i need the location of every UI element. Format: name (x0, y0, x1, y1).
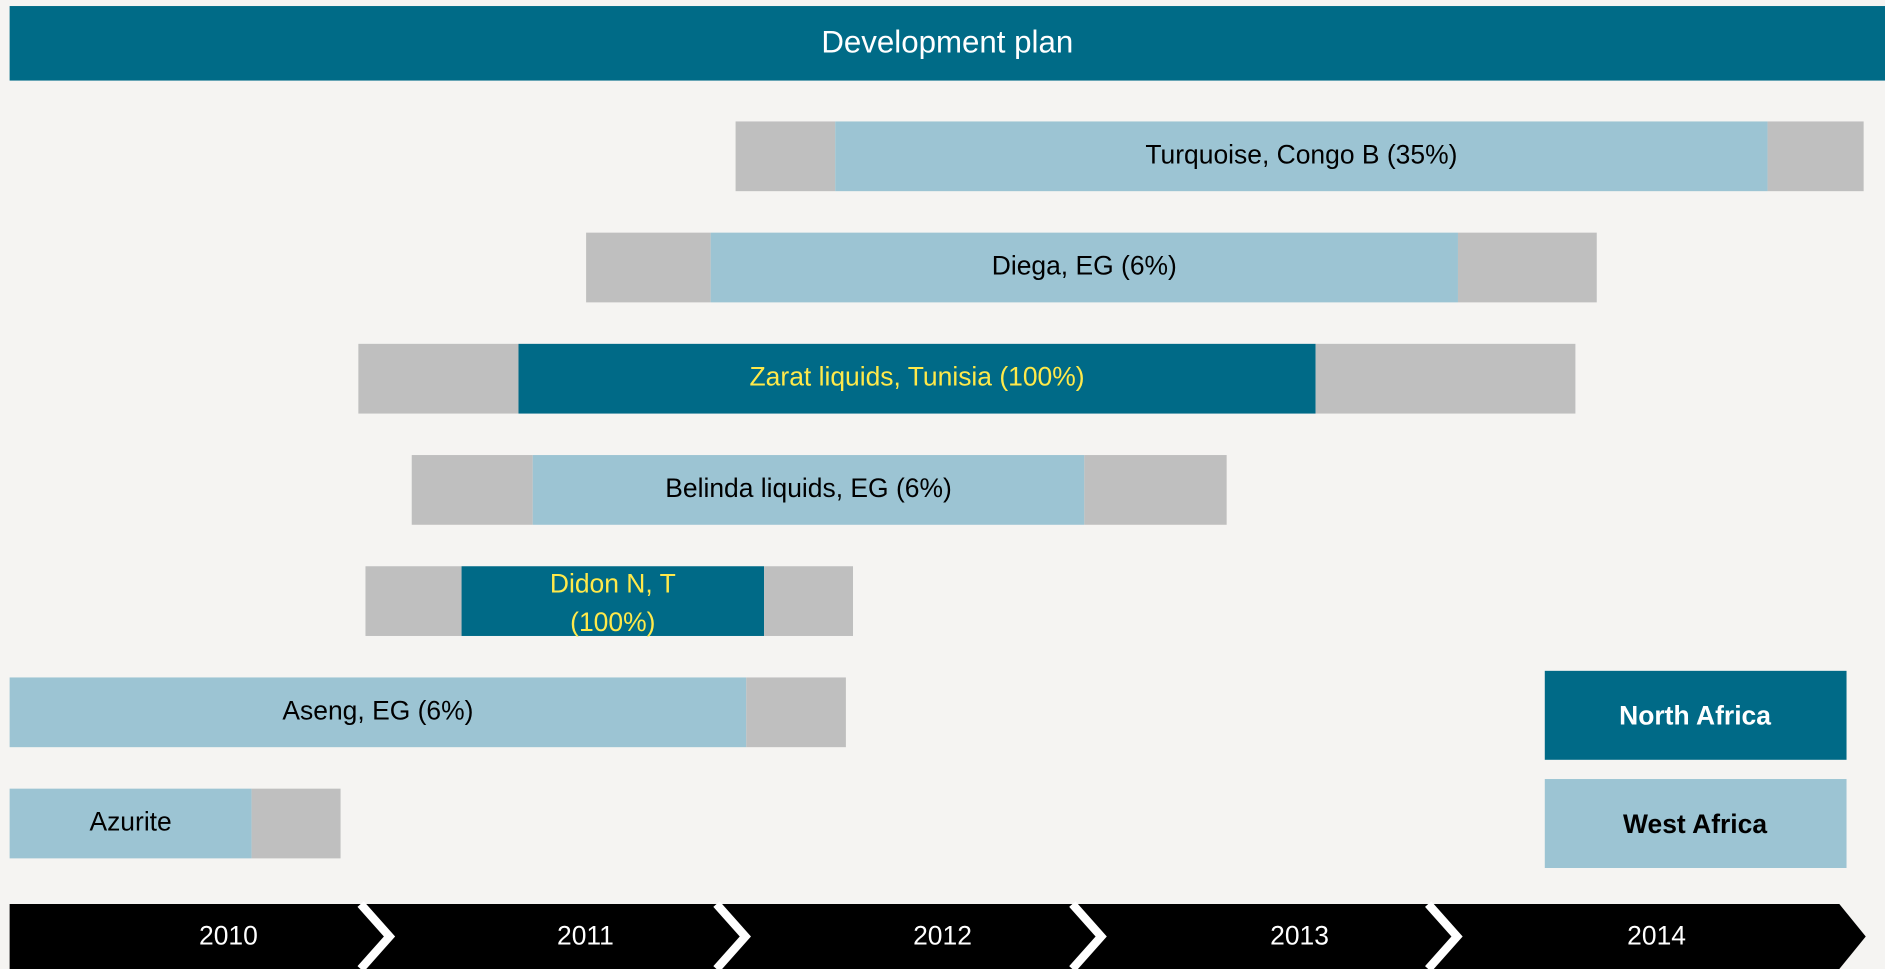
task-label: Zarat liquids, Tunisia (100%) (750, 362, 1085, 392)
task-bar (710, 232, 1458, 303)
task-bar (518, 343, 1316, 414)
task-label: Aseng, EG (6%) (282, 695, 473, 725)
task-bar (9, 788, 252, 859)
legend-label: North Africa (1619, 701, 1771, 731)
lead-time (586, 232, 711, 303)
chevron-separator (357, 901, 396, 969)
x-tick-label: 2012 (913, 921, 972, 951)
task-bar (532, 455, 1085, 525)
task-label: Didon N, T (100%) (550, 568, 676, 636)
tail-time (1457, 232, 1597, 303)
lead-time (358, 343, 519, 414)
task-label: Belinda liquids, EG (6%) (665, 473, 952, 503)
x-tick-label: 2014 (1627, 921, 1686, 951)
task-bar (9, 677, 747, 748)
tail-time (1767, 121, 1864, 192)
lead-time (411, 455, 533, 525)
title-bar (9, 6, 1885, 81)
x-tick-label: 2013 (1270, 921, 1329, 951)
task-bar (461, 566, 765, 636)
legend-swatch (1544, 779, 1847, 868)
tail-time (764, 566, 854, 636)
task-label: Azurite (89, 806, 171, 836)
tail-time (746, 677, 846, 748)
chevron-separator (1069, 901, 1107, 969)
task-label: Turquoise, Congo B (35%) (1145, 139, 1457, 169)
task-bar (835, 121, 1768, 192)
lead-time (735, 121, 836, 192)
tail-time (1315, 343, 1576, 414)
x-tick-label: 2010 (199, 921, 258, 951)
timeline-band (9, 904, 1866, 969)
chevron-separator (1425, 901, 1463, 969)
chevron-separator (713, 901, 751, 969)
task-label: Diega, EG (6%) (992, 250, 1177, 280)
legend-label: West Africa (1623, 809, 1767, 839)
x-tick-label: 2011 (557, 921, 614, 951)
tail-time (251, 788, 341, 859)
lead-time (365, 566, 462, 636)
legend-swatch (1544, 670, 1847, 760)
chart-title: Development plan (821, 25, 1073, 60)
tail-time (1084, 455, 1227, 525)
